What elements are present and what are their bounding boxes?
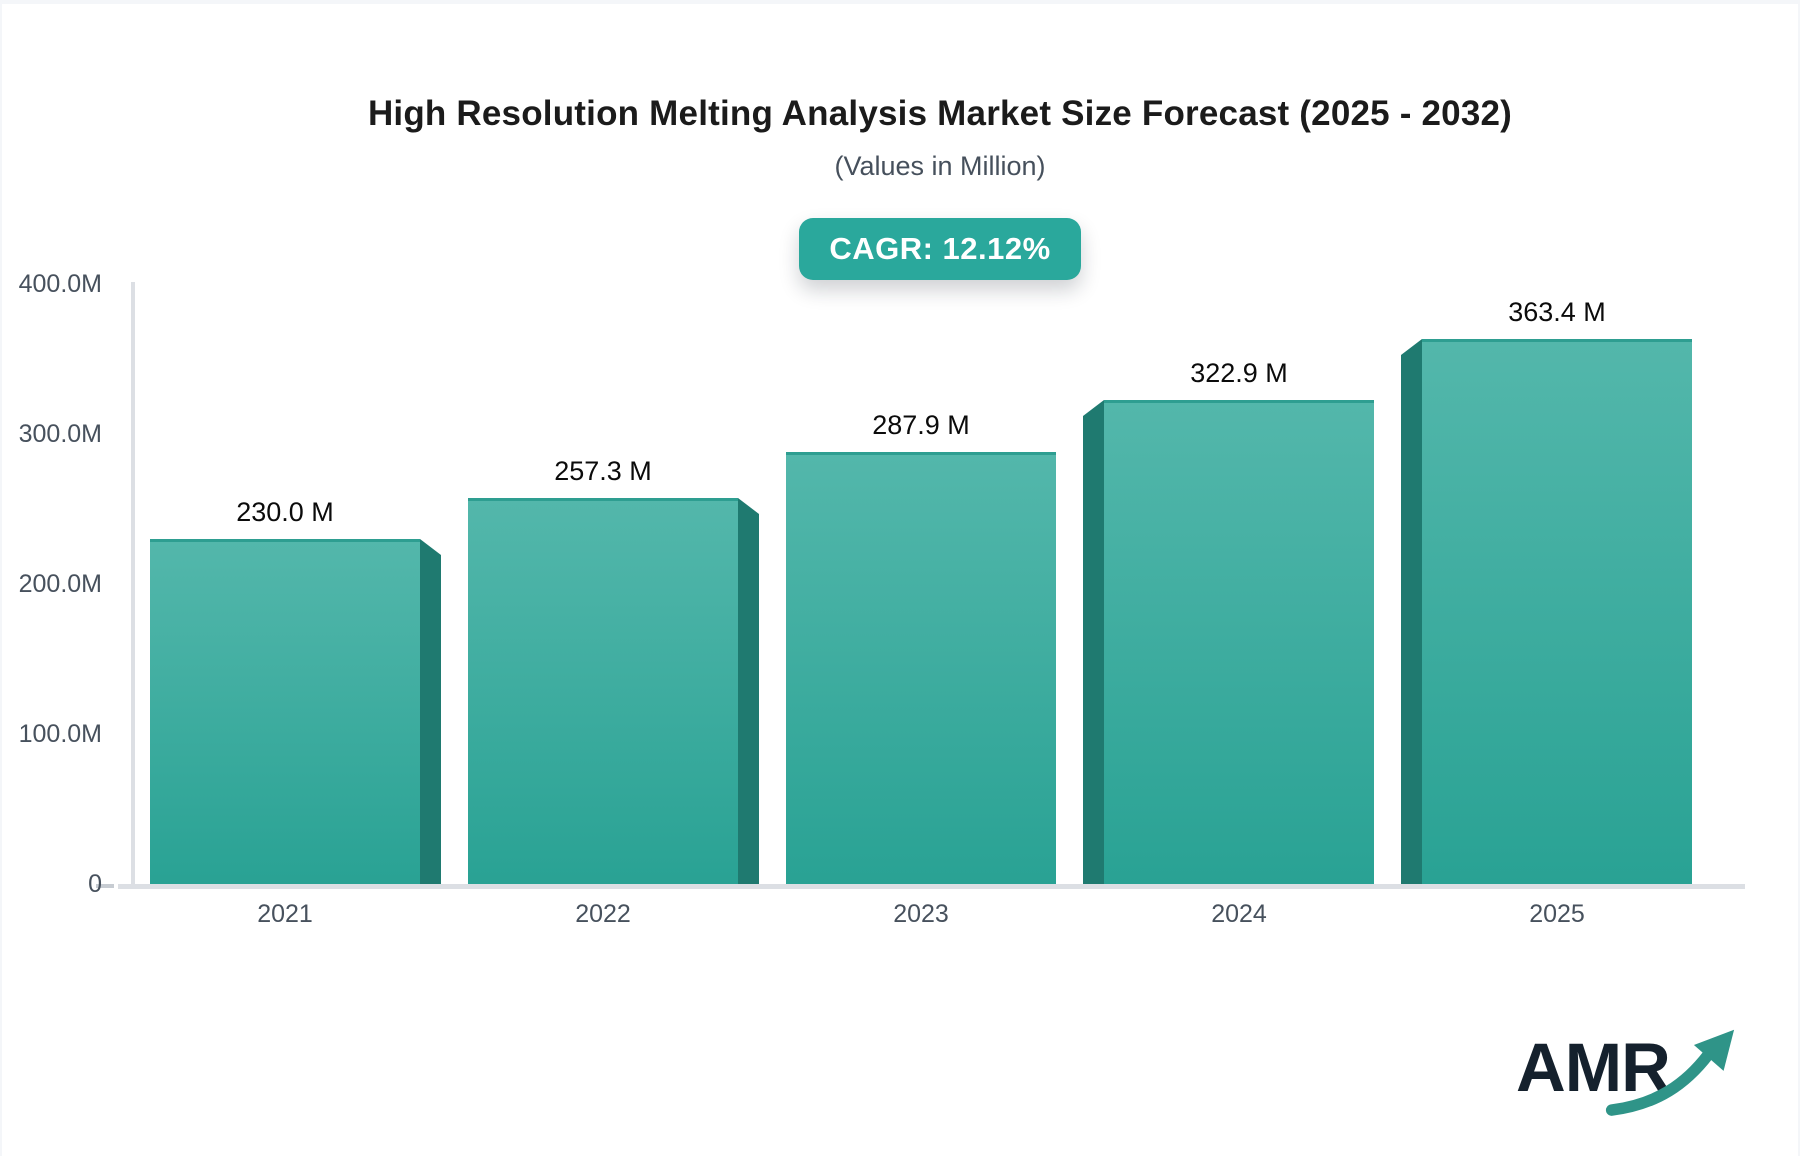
page-top-band bbox=[0, 0, 1800, 4]
bar-2025 bbox=[1422, 339, 1692, 884]
bar-2024 bbox=[1104, 400, 1374, 884]
amr-logo-text: AMR bbox=[1516, 1029, 1670, 1106]
bar-2021 bbox=[150, 539, 420, 884]
chart-subtitle: (Values in Million) bbox=[834, 151, 1046, 181]
y-axis-line bbox=[131, 282, 135, 886]
bar-value-label-2022: 257.3 M bbox=[554, 456, 652, 486]
x-axis-label-2021: 2021 bbox=[257, 900, 313, 928]
x-axis-label-2024: 2024 bbox=[1211, 900, 1267, 928]
bar-3d-side-2024 bbox=[1083, 400, 1104, 884]
y-axis-label-300.0M: 300.0M bbox=[18, 420, 102, 448]
bar-3d-side-2025 bbox=[1401, 339, 1422, 884]
zero-tick-mark bbox=[96, 884, 114, 888]
page-right-edge bbox=[1798, 0, 1800, 1156]
x-axis-label-2022: 2022 bbox=[575, 900, 631, 928]
chart-title: High Resolution Melting Analysis Market … bbox=[367, 94, 1513, 133]
x-axis-line bbox=[118, 884, 1745, 889]
y-axis-label-200.0M: 200.0M bbox=[18, 570, 102, 598]
y-axis-label-400.0M: 400.0M bbox=[18, 270, 102, 298]
y-axis-label-100.0M: 100.0M bbox=[18, 720, 102, 748]
bar-3d-side-2021 bbox=[420, 539, 441, 884]
x-axis-label-2023: 2023 bbox=[893, 900, 949, 928]
amr-logo: AMR bbox=[1516, 1018, 1736, 1118]
y-axis-label-0: 0 bbox=[88, 870, 102, 898]
bar-3d-side-2022 bbox=[738, 498, 759, 884]
cagr-badge: CAGR: 12.12% bbox=[799, 218, 1081, 280]
amr-logo-graphic: AMR bbox=[1516, 1029, 1735, 1116]
bar-value-label-2021: 230.0 M bbox=[236, 497, 334, 527]
bar-2023 bbox=[786, 452, 1056, 884]
bar-value-label-2024: 322.9 M bbox=[1190, 358, 1288, 388]
bar-value-label-2025: 363.4 M bbox=[1508, 297, 1606, 327]
page-left-edge bbox=[0, 0, 2, 1156]
amr-logo-arrow-icon bbox=[1605, 1029, 1735, 1116]
x-axis-label-2025: 2025 bbox=[1529, 900, 1585, 928]
chart-header: High Resolution Melting Analysis Market … bbox=[140, 94, 1740, 280]
bar-2022 bbox=[468, 498, 738, 884]
bar-value-label-2023: 287.9 M bbox=[872, 410, 970, 440]
